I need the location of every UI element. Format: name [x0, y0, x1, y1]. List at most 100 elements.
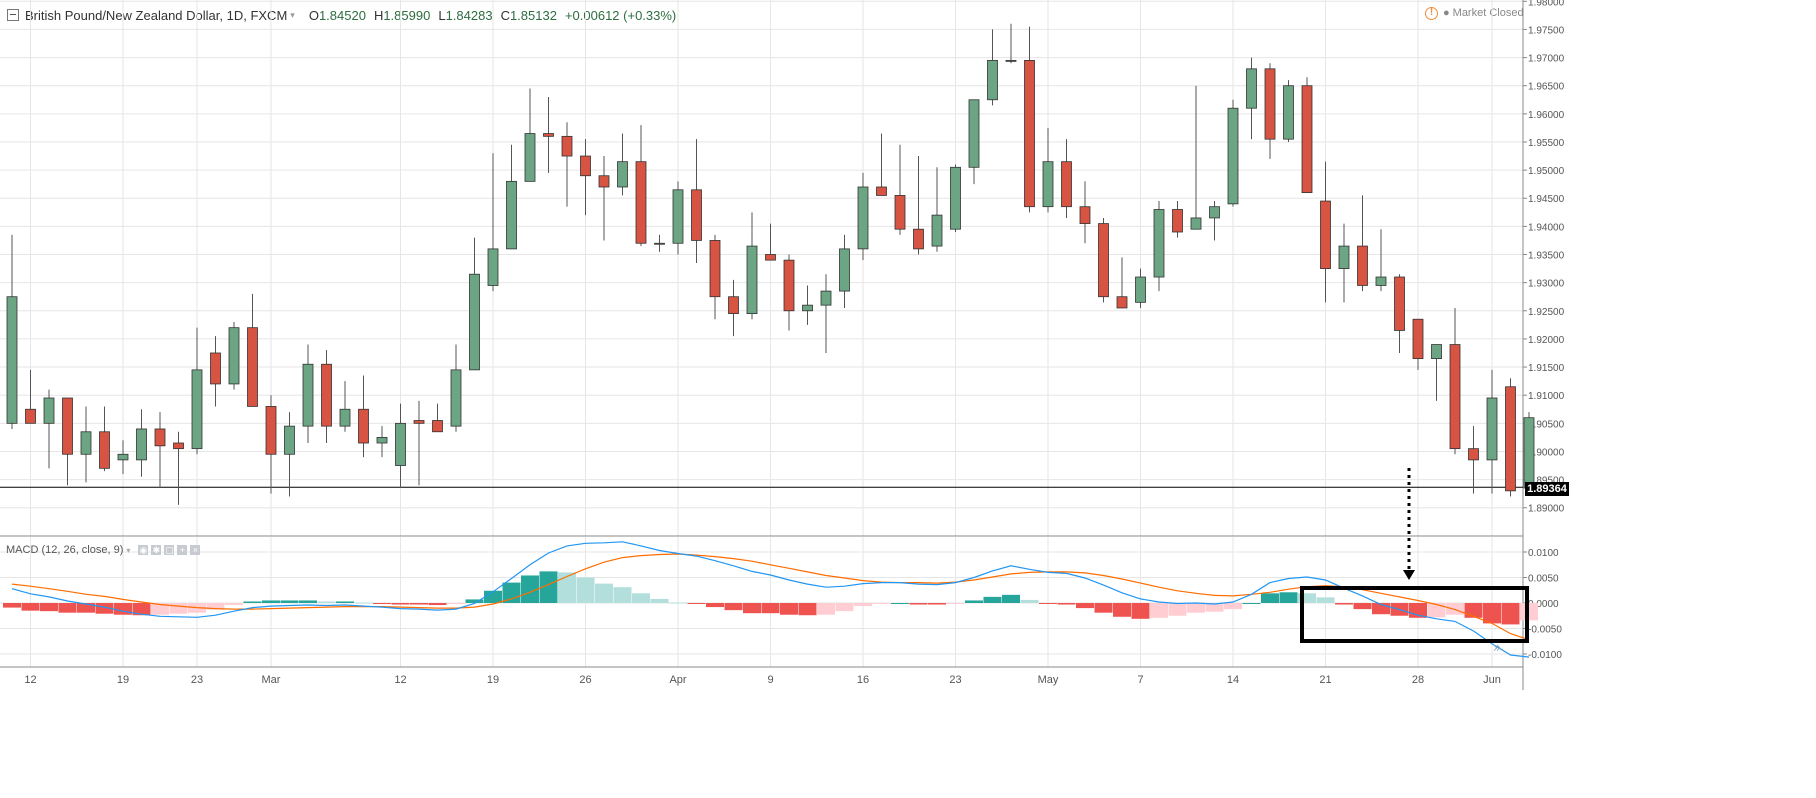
macd-histogram-bar — [447, 603, 465, 605]
candle — [117, 440, 129, 474]
macd-histogram-bar — [114, 603, 132, 615]
candle — [1005, 23, 1017, 64]
price-tick-label: 1.92000 — [1528, 335, 1565, 346]
candle — [728, 279, 739, 337]
macd-histogram-bar — [965, 600, 983, 603]
candle-body-down — [709, 240, 721, 298]
candle — [950, 164, 961, 233]
candle — [617, 133, 628, 196]
price-tick-label: 1.91000 — [1528, 391, 1565, 402]
x-tick-label: 23 — [949, 674, 961, 686]
candle-body-down — [1061, 161, 1072, 208]
macd-histogram-bar — [1187, 603, 1205, 613]
macd-histogram-bar — [58, 603, 77, 613]
macd-histogram-bar — [1020, 599, 1039, 603]
price-tick-label: 1.96500 — [1528, 82, 1565, 93]
candle — [839, 234, 850, 308]
candle-body-down — [1357, 245, 1368, 286]
candle-body-up — [1005, 59, 1017, 62]
close-icon[interactable]: × — [190, 545, 201, 555]
x-tick-label: 19 — [487, 674, 499, 686]
chart-header: British Pound/New Zealand Dollar, 1D, FX… — [0, 5, 676, 25]
macd-histogram-bar — [1002, 594, 1020, 603]
candle — [1394, 274, 1405, 353]
candle-body-down — [783, 259, 795, 312]
macd-histogram-bar — [1113, 603, 1131, 617]
candle — [302, 344, 314, 444]
macd-histogram-bar — [687, 603, 706, 605]
x-tick-label: 26 — [579, 674, 591, 686]
macd-label[interactable]: MACD (12, 26, close, 9) — [6, 544, 124, 556]
candle — [783, 254, 795, 331]
candle — [635, 125, 647, 247]
macd-histogram-bar — [1057, 603, 1076, 605]
macd-histogram-bar — [817, 603, 835, 615]
candle — [1320, 161, 1331, 303]
macd-histogram-bar — [521, 575, 539, 603]
candle-body-down — [691, 189, 702, 241]
settings-icon[interactable]: ✱ — [151, 545, 162, 555]
macd-histogram-bar — [206, 603, 225, 610]
macd-histogram-bar — [1372, 603, 1390, 615]
signal-line — [11, 553, 1530, 641]
candle — [524, 88, 536, 182]
candle-body-up — [987, 59, 998, 101]
candle-body-up — [1523, 417, 1535, 489]
candle-body-down — [765, 254, 776, 261]
macd-histogram-bar — [613, 587, 632, 603]
candle-body-up — [191, 369, 203, 450]
candle — [284, 412, 295, 497]
macd-tick-label: -0.0100 — [1528, 650, 1562, 661]
candle — [6, 234, 18, 429]
candle-body-up — [395, 422, 406, 466]
price-tick-label: 1.96000 — [1528, 110, 1565, 121]
candle-body-up — [1209, 206, 1220, 219]
candle-body-down — [635, 161, 647, 244]
candle-body-down — [25, 408, 36, 424]
candle-body-up — [802, 304, 813, 312]
candle-body-up — [746, 245, 758, 314]
candle — [154, 412, 166, 489]
macd-histogram-bar — [1039, 603, 1057, 604]
candle — [709, 234, 721, 320]
candle-body-up — [450, 369, 462, 427]
macd-line — [11, 541, 1530, 658]
eye-icon[interactable]: ◉ — [138, 545, 149, 555]
symbol-title[interactable]: British Pound/New Zealand Dollar, 1D, FX… — [25, 7, 288, 23]
macd-dropdown-icon[interactable]: ▾ — [126, 545, 131, 555]
low-value: L1.84283 — [438, 7, 493, 23]
symbol-dropdown-icon[interactable]: ▾ — [290, 9, 295, 20]
candle-body-up — [857, 186, 869, 250]
collapse-icon[interactable] — [7, 9, 19, 21]
macd-histogram-bar — [706, 603, 724, 608]
macd-histogram-bar — [909, 603, 928, 605]
candle — [820, 274, 832, 353]
scroll-right-icon[interactable]: » — [1493, 640, 1502, 656]
candle-body-up — [654, 242, 665, 245]
candle — [1375, 229, 1387, 292]
candle-body-up — [302, 363, 314, 427]
candle — [487, 153, 499, 292]
source-icon[interactable]: ▢ — [164, 545, 175, 555]
candle-body-down — [728, 296, 739, 314]
macd-tick-label: 0.0050 — [1528, 574, 1559, 585]
candle — [672, 181, 684, 255]
candle — [1486, 369, 1498, 494]
x-tick-label: 12 — [24, 674, 36, 686]
x-tick-label: Jun — [1483, 674, 1501, 686]
x-tick-label: 7 — [1137, 674, 1143, 686]
macd-histogram-bar — [336, 601, 354, 603]
macd-histogram-bar — [1316, 597, 1335, 603]
candle-body-up — [1227, 107, 1239, 205]
candle — [765, 223, 776, 261]
macd-legend: MACD (12, 26, close, 9) ▾ ◉ ✱ ▢ + × — [6, 543, 203, 557]
add-icon[interactable]: + — [177, 545, 188, 555]
candle-body-down — [173, 442, 184, 450]
candle — [968, 99, 980, 185]
macd-histogram-bar — [1131, 603, 1150, 619]
macd-histogram-bar — [151, 603, 169, 615]
macd-histogram-bar — [1224, 603, 1242, 610]
candle — [746, 212, 758, 320]
candle-body-down — [1468, 448, 1479, 461]
